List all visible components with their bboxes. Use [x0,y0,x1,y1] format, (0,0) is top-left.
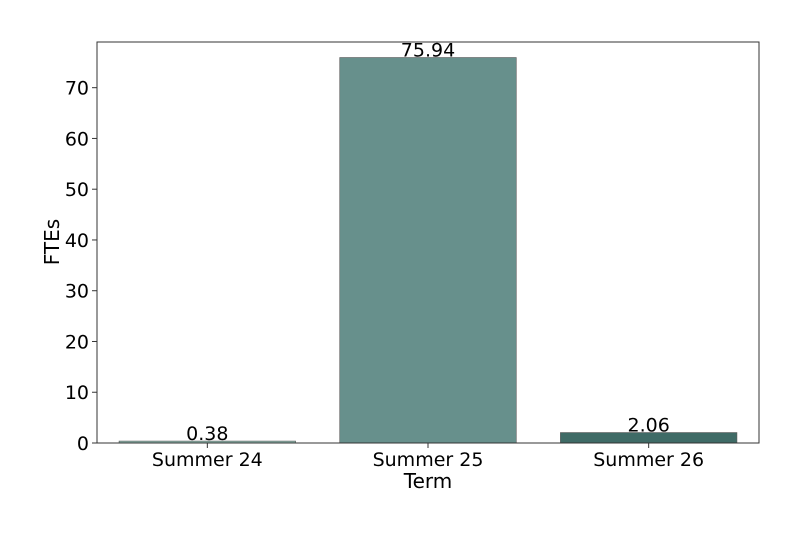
y-axis: 0 10 20 30 40 50 60 70 [65,78,97,455]
y-tick-label: 50 [65,179,89,201]
x-tick-label: Summer 25 [373,449,484,471]
bars-layer [118,57,738,444]
y-tick-label: 40 [65,230,89,252]
data-label-1: 0.38 [186,423,228,445]
y-axis-label: FTEs [40,219,64,265]
x-tick-label: Summer 26 [593,449,704,471]
x-tick-label: Summer 24 [152,449,263,471]
y-tick-label: 10 [65,382,89,404]
data-label-2: 75.94 [401,40,455,62]
y-tick-label: 30 [65,281,89,303]
x-axis: Summer 24 Summer 25 Summer 26 [152,443,704,471]
y-tick-label: 70 [65,78,89,100]
y-tick-label: 60 [65,128,89,150]
bar-2 [339,57,517,444]
data-label-3: 2.06 [628,415,670,437]
y-tick-label: 0 [77,433,89,455]
x-axis-label: Term [403,469,452,493]
y-tick-label: 20 [65,331,89,353]
data-labels-layer: 0.38 75.94 2.06 [186,40,670,446]
